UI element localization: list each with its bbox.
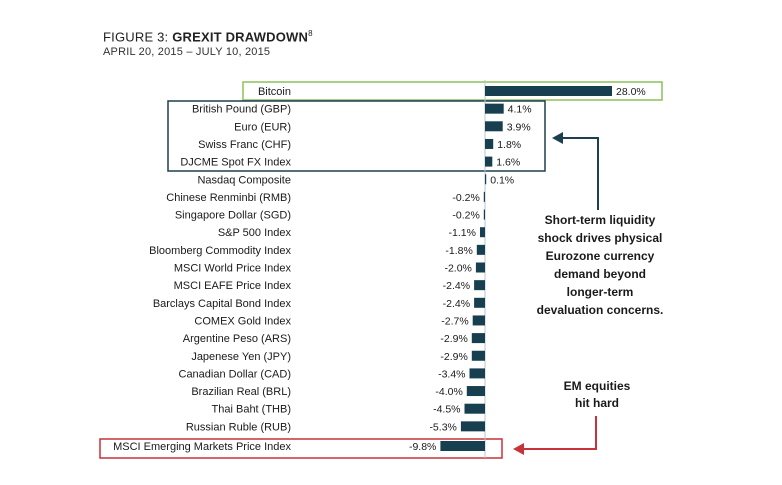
value-label-msci-emerging-markets-price-index: -9.8%	[409, 441, 436, 453]
value-label-euro-eur: 3.9%	[507, 121, 531, 133]
category-label-canadian-dollar-cad: Canadian Dollar (CAD)	[179, 368, 292, 380]
category-label-msci-emerging-markets-price-index: MSCI Emerging Markets Price Index	[113, 441, 291, 453]
category-label-bloomberg-commodity-index: Bloomberg Commodity Index	[149, 245, 291, 257]
category-label-chinese-renminbi-rmb: Chinese Renminbi (RMB)	[166, 192, 291, 204]
category-label-comex-gold-index: COMEX Gold Index	[194, 315, 291, 327]
bar-british-pound-gbp	[485, 103, 504, 114]
bar-bitcoin	[485, 86, 612, 96]
category-label-msci-world-price-index: MSCI World Price Index	[174, 263, 292, 275]
annotation-liquidity-line-1: Short-term liquidity	[545, 213, 656, 227]
value-label-swiss-franc-chf: 1.8%	[497, 139, 521, 151]
bar-japenese-yen-jpy	[471, 350, 485, 361]
value-label-msci-world-price-index: -2.0%	[444, 263, 471, 275]
annotation-em-line-2: hit hard	[575, 396, 619, 410]
category-label-russian-ruble-rub: Russian Ruble (RUB)	[186, 421, 291, 433]
bar-barclays-capital-bond-index	[474, 297, 485, 308]
figure-subtitle: APRIL 20, 2015 – JULY 10, 2015	[103, 46, 271, 58]
bar-chinese-renminbi-rmb	[483, 191, 485, 202]
figure-prefix: FIGURE 3:	[103, 29, 173, 45]
highlight-box-em	[99, 438, 503, 459]
value-label-brazilian-real-brl: -4.0%	[435, 386, 462, 398]
figure-title: FIGURE 3: GREXIT DRAWDOWN8	[103, 29, 313, 44]
annotation-liquidity-line-3: Eurozone currency	[546, 249, 655, 263]
category-label-djcme-spot-fx-index: DJCME Spot FX Index	[180, 157, 291, 169]
value-label-canadian-dollar-cad: -3.4%	[438, 368, 465, 380]
bar-nasdaq-composite	[485, 174, 487, 185]
category-label-thai-baht-thb: Thai Baht (THB)	[212, 404, 291, 416]
value-label-chinese-renminbi-rmb: -0.2%	[452, 192, 479, 204]
category-label-msci-eafe-price-index: MSCI EAFE Price Index	[174, 280, 292, 292]
bar-msci-emerging-markets-price-index	[440, 441, 485, 451]
category-label-brazilian-real-brl: Brazilian Real (BRL)	[191, 386, 291, 398]
bar-djcme-spot-fx-index	[485, 156, 493, 167]
value-label-thai-baht-thb: -4.5%	[433, 404, 460, 416]
category-label-euro-eur: Euro (EUR)	[234, 121, 291, 133]
value-label-singapore-dollar-sgd: -0.2%	[452, 210, 479, 222]
annotation-liquidity-line-5: longer-term	[567, 285, 634, 299]
highlight-box-currencies	[167, 100, 546, 172]
annotation-liquidity-arrowhead	[552, 132, 563, 144]
bar-s-p-500-index	[480, 227, 485, 238]
value-label-s-p-500-index: -1.1%	[449, 227, 476, 239]
annotation-liquidity-line-6: devaluation concerns.	[537, 303, 664, 317]
category-label-argentine-peso-ars: Argentine Peso (ARS)	[183, 333, 291, 345]
annotation-em-arrow-line	[522, 416, 597, 450]
annotation-liquidity-line-4: demand beyond	[554, 267, 646, 281]
bar-swiss-franc-chf	[485, 138, 494, 149]
bar-euro-eur	[485, 121, 503, 132]
value-label-comex-gold-index: -2.7%	[441, 315, 468, 327]
value-label-british-pound-gbp: 4.1%	[508, 104, 532, 116]
value-label-nasdaq-composite: 0.1%	[490, 174, 514, 186]
value-label-bitcoin: 28.0%	[616, 86, 646, 98]
bar-brazilian-real-brl	[466, 386, 485, 397]
bar-thai-baht-thb	[464, 403, 485, 414]
value-label-barclays-capital-bond-index: -2.4%	[443, 298, 470, 310]
value-label-bloomberg-commodity-index: -1.8%	[445, 245, 472, 257]
category-label-nasdaq-composite: Nasdaq Composite	[197, 174, 291, 186]
value-label-japenese-yen-jpy: -2.9%	[440, 351, 467, 363]
bar-comex-gold-index	[472, 315, 485, 326]
bar-canadian-dollar-cad	[469, 368, 485, 379]
value-label-russian-ruble-rub: -5.3%	[429, 421, 456, 433]
figure-title-bold: GREXIT DRAWDOWN	[172, 29, 309, 45]
category-label-swiss-franc-chf: Swiss Franc (CHF)	[198, 139, 291, 151]
value-label-djcme-spot-fx-index: 1.6%	[496, 157, 520, 169]
value-label-msci-eafe-price-index: -2.4%	[443, 280, 470, 292]
bar-singapore-dollar-sgd	[483, 209, 485, 220]
footnote-mark: 8	[308, 29, 313, 38]
annotation-em-line-1: EM equities	[564, 379, 631, 393]
category-label-british-pound-gbp: British Pound (GBP)	[192, 104, 291, 116]
category-label-bitcoin: Bitcoin	[258, 86, 291, 98]
annotation-em-arrowhead	[513, 443, 524, 455]
bar-argentine-peso-ars	[471, 333, 485, 344]
bar-bloomberg-commodity-index	[476, 244, 485, 255]
annotation-liquidity-arrow-line	[560, 137, 599, 210]
annotation-liquidity-line-2: shock drives physical	[538, 231, 663, 245]
category-label-singapore-dollar-sgd: Singapore Dollar (SGD)	[175, 210, 291, 222]
bar-msci-eafe-price-index	[474, 280, 485, 291]
category-label-s-p-500-index: S&P 500 Index	[218, 227, 292, 239]
highlight-box-bitcoin	[242, 81, 663, 101]
category-label-barclays-capital-bond-index: Barclays Capital Bond Index	[153, 298, 292, 310]
category-label-japenese-yen-jpy: Japenese Yen (JPY)	[191, 351, 291, 363]
value-label-argentine-peso-ars: -2.9%	[440, 333, 467, 345]
bar-russian-ruble-rub	[460, 421, 485, 432]
bar-msci-world-price-index	[475, 262, 485, 273]
